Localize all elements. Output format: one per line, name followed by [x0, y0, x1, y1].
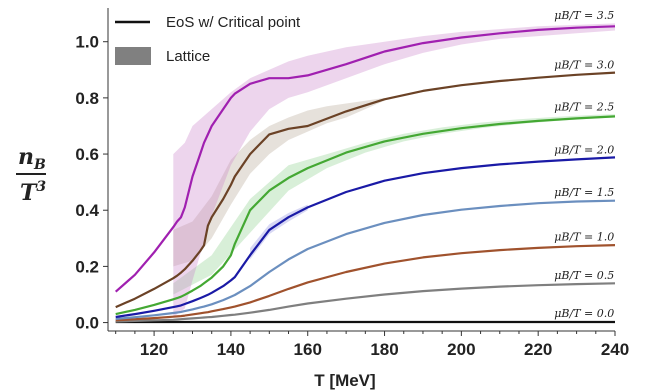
curve-label: μB/T = 0.5: [554, 269, 614, 282]
curve-label: μB/T = 2.0: [554, 143, 614, 156]
y-tick-label: 0.4: [75, 201, 99, 220]
eos-curves: [114, 25, 616, 324]
y-tick-label: 0.2: [75, 257, 99, 276]
curve-b-t-2-5: [115, 115, 616, 316]
y-axis-title-denominator: T3: [20, 179, 46, 206]
legend-label-lattice: Lattice: [166, 48, 210, 65]
curve-label: μB/T = 3.5: [554, 9, 614, 22]
x-tick-label: 180: [370, 340, 398, 359]
curve-b-t-1-0: [115, 244, 616, 322]
band-lattice-b-t-2-0: [250, 204, 308, 260]
curve-b-t-2-0: [115, 156, 616, 319]
band-lattice-b-t-2-5: [173, 114, 616, 295]
y-axis-title: nB T3: [16, 144, 46, 206]
y-tick-label: 0.8: [75, 89, 99, 108]
curve-labels: μB/T = 3.5 μB/T = 3.0 μB/T = 2.5 μB/T = 2.0…: [554, 9, 614, 320]
x-axis-title: T [MeV]: [314, 371, 375, 390]
curve-b-t-1-5: [115, 199, 616, 320]
y-tick-label: 0.0: [75, 314, 99, 333]
curve-b-t-0-5: [115, 282, 616, 323]
curve-label: μB/T = 2.5: [554, 101, 614, 114]
x-ticks: 120 140 160 180 200 220 240: [115, 331, 629, 359]
curve-label: μB/T = 1.0: [554, 231, 614, 244]
x-tick-label: 160: [294, 340, 322, 359]
x-tick-label: 140: [217, 340, 245, 359]
curve-label: μB/T = 3.0: [554, 58, 614, 71]
curve-label: μB/T = 1.5: [554, 186, 614, 199]
legend-band-swatch: [115, 47, 151, 65]
y-axis-title-numerator: nB: [18, 144, 46, 173]
x-tick-label: 200: [447, 340, 475, 359]
band-lattice-b-t-3-5: [173, 23, 616, 318]
y-ticks: 0.0 0.2 0.4 0.6 0.8 1.0: [75, 33, 108, 333]
curve-label: μB/T = 0.0: [554, 307, 614, 320]
curve-b-t-3-0: [115, 71, 616, 309]
curve-b-t-3-5: [114, 25, 616, 293]
legend-label-eos: EoS w/ Critical point: [166, 14, 301, 31]
x-tick-label: 220: [524, 340, 552, 359]
x-tick-label: 120: [140, 340, 168, 359]
x-tick-label: 240: [601, 340, 629, 359]
y-tick-label: 1.0: [75, 33, 99, 52]
legend: EoS w/ Critical point Lattice: [115, 14, 301, 65]
y-tick-label: 0.6: [75, 145, 99, 164]
